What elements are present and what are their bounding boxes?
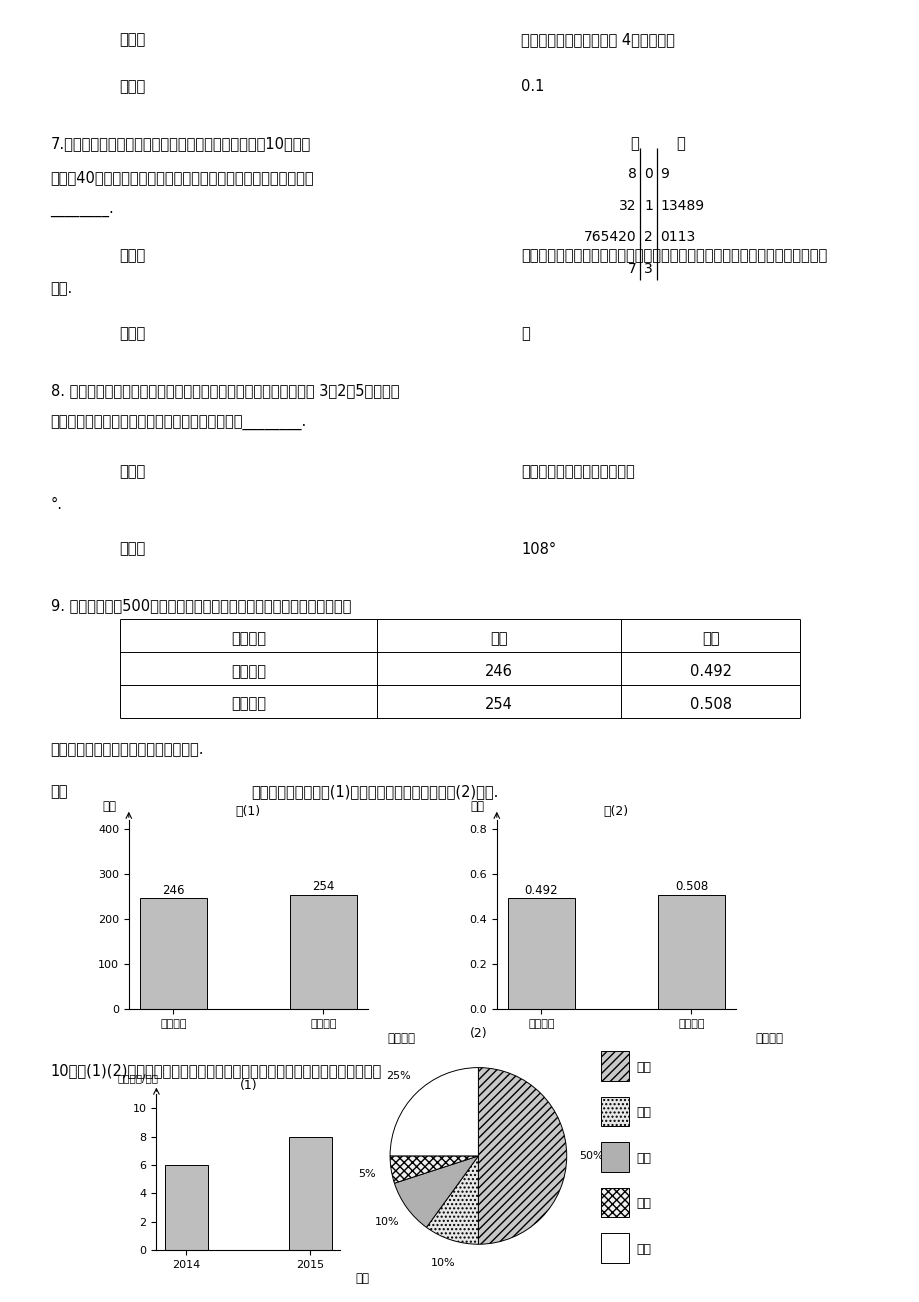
Text: 108°: 108° [521, 542, 556, 557]
Text: 乙: 乙 [675, 135, 685, 151]
Text: 解：: 解： [51, 784, 68, 799]
FancyBboxPatch shape [600, 1233, 629, 1263]
Text: 较高.: 较高. [51, 281, 73, 296]
Text: 10．图(1)(2)是某单位的各项支出情况，根据图中提供的信息，回答下列问题：: 10．图(1)(2)是某单位的各项支出情况，根据图中提供的信息，回答下列问题： [51, 1064, 381, 1078]
Title: 图(1): 图(1) [235, 805, 261, 818]
Wedge shape [390, 1068, 478, 1156]
Text: 9. 抛掷一枚硬币500次，获得正面向上和反面向上的频数和频率如下表：: 9. 抛掷一枚硬币500次，获得正面向上和反面向上的频数和频率如下表： [51, 599, 350, 613]
Text: 频数条形统计图如图(1)所示，频率条形统计图如图(2)所示.: 频数条形统计图如图(1)所示，频率条形统计图如图(2)所示. [251, 784, 498, 799]
Bar [289, 894, 357, 1009]
Text: 解析：: 解析： [119, 249, 146, 263]
Text: 9: 9 [660, 168, 669, 181]
Bar [507, 898, 574, 1009]
Text: 管理: 管理 [636, 1107, 651, 1120]
Text: 7: 7 [627, 262, 636, 276]
Bar [289, 1137, 332, 1250]
Bar [140, 898, 207, 1009]
Text: 10%: 10% [374, 1217, 399, 1228]
Text: 254: 254 [484, 697, 513, 712]
Text: 保险: 保险 [636, 1243, 651, 1256]
Text: 组发球40个．命中个数的茎叶图如图所示，则投篮命中率较高的是: 组发球40个．命中个数的茎叶图如图所示，则投篮命中率较高的是 [51, 171, 314, 185]
Text: 0.508: 0.508 [689, 697, 731, 712]
Text: 试验结果: 试验结果 [387, 1031, 414, 1044]
Text: 1: 1 [643, 199, 652, 212]
Text: 254: 254 [312, 880, 335, 893]
Text: 5%: 5% [357, 1169, 375, 1178]
Text: 8: 8 [627, 168, 636, 181]
Text: 0.1: 0.1 [521, 79, 544, 94]
Text: 频数: 频数 [490, 630, 507, 646]
Text: 甲: 甲 [630, 135, 639, 151]
Title: (1): (1) [239, 1078, 257, 1091]
Text: 由茎叶图可知，甲得分集中在二十几分，乙得分集中在十几分，故甲投篮命中率: 由茎叶图可知，甲得分集中在二十几分，乙得分集中在十几分，故甲投篮命中率 [521, 249, 827, 263]
Text: 工资: 工资 [636, 1061, 651, 1074]
Text: 答案：: 答案： [119, 326, 146, 341]
Text: 答案：: 答案： [119, 79, 146, 94]
Text: 25%: 25% [386, 1072, 411, 1081]
Title: (2): (2) [469, 1027, 487, 1040]
Text: 0: 0 [643, 168, 652, 181]
Text: 解析：: 解析： [119, 33, 146, 48]
Wedge shape [478, 1068, 566, 1245]
Text: 0.492: 0.492 [524, 884, 558, 897]
Text: 0.492: 0.492 [689, 664, 731, 678]
Text: °.: °. [51, 496, 62, 512]
Text: 原料: 原料 [636, 1152, 651, 1165]
Title: 图(2): 图(2) [603, 805, 629, 818]
Text: 画出频数条形统计图和频率条形统计图.: 画出频数条形统计图和频率条形统计图. [51, 742, 204, 758]
Text: 甲: 甲 [521, 326, 529, 341]
Text: 3: 3 [643, 262, 652, 276]
Text: 参加文娱小组人数占总人数的: 参加文娱小组人数占总人数的 [521, 464, 634, 479]
Text: 13489: 13489 [660, 199, 704, 212]
Text: 765420: 765420 [584, 230, 636, 245]
Text: 246: 246 [484, 664, 513, 678]
Bar [165, 1165, 208, 1250]
Text: ________.: ________. [51, 203, 114, 219]
FancyBboxPatch shape [600, 1051, 629, 1081]
Text: 正面向上: 正面向上 [231, 664, 266, 678]
Text: 参加羽毛球活动的人数是 4，则频率是: 参加羽毛球活动的人数是 4，则频率是 [521, 33, 675, 48]
Text: 32: 32 [618, 199, 636, 212]
FancyBboxPatch shape [600, 1096, 629, 1126]
Text: 解析：: 解析： [119, 464, 146, 479]
Text: 试验结果: 试验结果 [231, 630, 266, 646]
Text: 答案：: 答案： [119, 542, 146, 557]
Text: 2: 2 [643, 230, 652, 245]
Text: 税收: 税收 [636, 1198, 651, 1211]
Wedge shape [426, 1156, 478, 1245]
Text: 形统计图中表示参加文娱小组人数的扇形圆心角是________.: 形统计图中表示参加文娱小组人数的扇形圆心角是________. [51, 415, 307, 431]
FancyBboxPatch shape [600, 1187, 629, 1217]
FancyBboxPatch shape [600, 1142, 629, 1172]
Text: 年份: 年份 [355, 1272, 369, 1285]
Wedge shape [390, 1156, 478, 1184]
Text: 7.某篮球学校的甲、乙两名运动员练习投篮，每人练习10组，每: 7.某篮球学校的甲、乙两名运动员练习投篮，每人练习10组，每 [51, 135, 311, 151]
Y-axis label: 频数: 频数 [103, 799, 117, 812]
Bar [657, 894, 724, 1009]
Text: 频率: 频率 [701, 630, 719, 646]
Y-axis label: 频率: 频率 [471, 799, 484, 812]
Text: 10%: 10% [431, 1259, 455, 1268]
Text: 8. 某班学生在课外活动中参加文娱、美术、体育小组的人数之比为 3：2：5，则在扇: 8. 某班学生在课外活动中参加文娱、美术、体育小组的人数之比为 3：2：5，则在… [51, 383, 399, 398]
Wedge shape [394, 1156, 478, 1228]
Text: 0.508: 0.508 [674, 880, 708, 893]
Text: 0113: 0113 [660, 230, 695, 245]
Text: 反面向上: 反面向上 [231, 697, 266, 712]
Text: 试验结果: 试验结果 [754, 1031, 782, 1044]
Text: 50%: 50% [578, 1151, 603, 1161]
Y-axis label: 总支出额/万元: 总支出额/万元 [118, 1073, 158, 1083]
Text: 246: 246 [162, 884, 185, 897]
